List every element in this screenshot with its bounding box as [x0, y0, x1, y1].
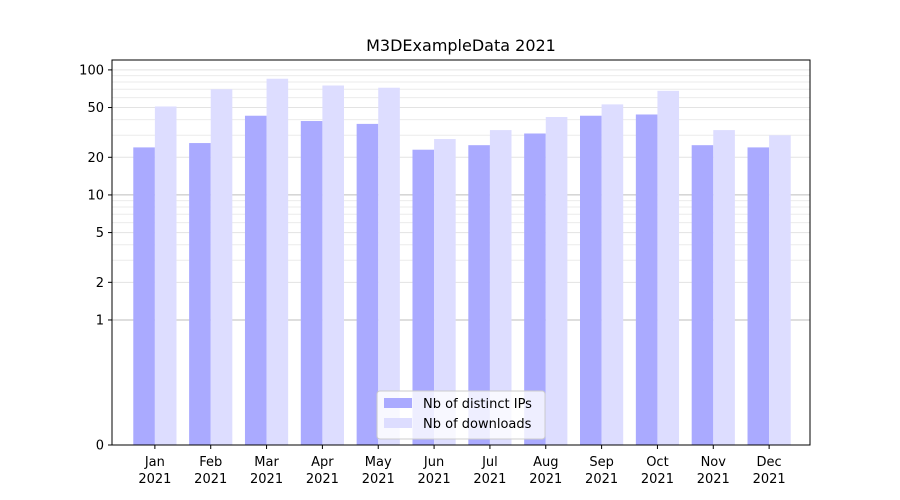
plot-frame: [111, 59, 811, 446]
legend-label: Nb of distinct IPs: [423, 397, 532, 412]
x-tick-label: Jul 2021: [473, 455, 506, 487]
bars: [133, 78, 791, 446]
y-tick-label: 2: [96, 276, 104, 291]
x-axis: Jan 2021 Feb 2021 Mar 2021 Apr 2021 May 2021 Jun 20…: [138, 445, 786, 487]
x-tick-label: Nov 2021: [697, 455, 730, 487]
y-axis: 0 1 2 5 10 20 50 100: [79, 63, 112, 454]
y-tick-label: 0: [96, 439, 104, 454]
x-tick-label: Apr 2021: [306, 455, 339, 487]
y-tick-label: 5: [96, 226, 104, 241]
bar-downloads: [322, 85, 344, 445]
bar-distinct-ips: [412, 149, 435, 446]
bar-downloads: [601, 104, 624, 445]
x-tick-label: Jun 2021: [418, 455, 451, 487]
bar-downloads: [769, 135, 791, 445]
bar-downloads: [434, 139, 456, 445]
bar-downloads: [378, 87, 400, 445]
y-tick-label: 100: [79, 63, 104, 78]
x-tick-label: Sep 2021: [585, 455, 618, 487]
bar-distinct-ips: [691, 145, 714, 445]
legend-label: Nb of downloads: [423, 417, 532, 432]
x-tick-label: Mar 2021: [250, 455, 283, 487]
x-tick-label: Oct 2021: [641, 455, 674, 487]
bar-downloads: [154, 106, 177, 445]
bar-distinct-ips: [244, 115, 267, 445]
bar-distinct-ips: [635, 114, 658, 445]
legend-box: [376, 390, 546, 440]
bar-downloads: [210, 89, 233, 445]
y-tick-label: 50: [87, 101, 104, 116]
bar-downloads: [657, 90, 680, 446]
x-tick-label: Aug 2021: [529, 455, 562, 487]
bar-distinct-ips: [524, 133, 546, 445]
y-tick-label: 1: [96, 313, 104, 328]
bar-distinct-ips: [300, 121, 323, 446]
x-tick-label: Dec 2021: [753, 455, 786, 487]
bar-distinct-ips: [133, 147, 155, 446]
y-tick-label: 10: [87, 188, 104, 203]
bar-distinct-ips: [747, 147, 770, 446]
legend-swatch: [384, 418, 412, 428]
bar-distinct-ips: [189, 143, 211, 445]
bar-downloads: [266, 78, 289, 445]
bar-downloads: [489, 130, 512, 445]
x-tick-label: Feb 2021: [194, 455, 227, 487]
bar-distinct-ips: [468, 145, 490, 445]
bar-distinct-ips: [580, 115, 602, 445]
x-tick-label: Jan 2021: [138, 455, 171, 487]
x-tick-label: May 2021: [362, 455, 395, 487]
legend: Nb of distinct IPs Nb of downloads: [376, 390, 546, 440]
bar-distinct-ips: [356, 123, 379, 445]
y-tick-label: 20: [87, 151, 104, 166]
chart-title: M3DExampleData 2021: [366, 36, 556, 55]
bar-downloads: [713, 130, 735, 445]
bar-downloads: [545, 117, 568, 445]
legend-swatch: [384, 398, 412, 408]
